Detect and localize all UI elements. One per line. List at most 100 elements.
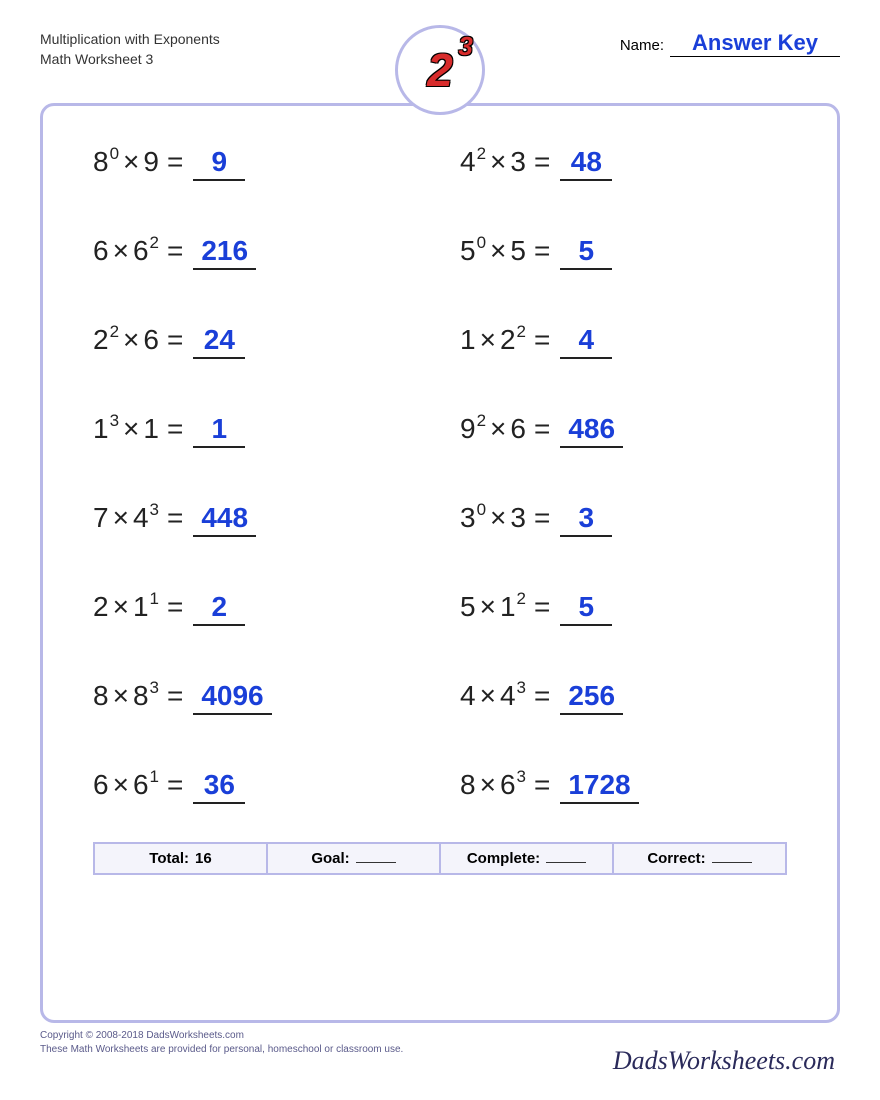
equals-sign: = xyxy=(167,502,183,534)
term-a: 7 xyxy=(93,502,109,534)
times-op: × xyxy=(123,413,139,445)
answer-value: 9 xyxy=(193,146,245,181)
complete-cell: Complete: xyxy=(441,844,614,873)
equals-sign: = xyxy=(534,680,550,712)
times-op: × xyxy=(113,680,129,712)
term-b: 43 xyxy=(133,502,159,534)
problem-row: 6×62= 216 xyxy=(93,235,420,270)
problems-grid: 80×9=942×3=486×62=21650×5=522×6=241×22=4… xyxy=(93,146,787,804)
problem-row: 1×22=4 xyxy=(460,324,787,359)
answer-value: 36 xyxy=(193,769,245,804)
times-op: × xyxy=(490,235,506,267)
equals-sign: = xyxy=(534,235,550,267)
equals-sign: = xyxy=(167,680,183,712)
term-b: 22 xyxy=(500,324,526,356)
total-value: 16 xyxy=(195,850,212,867)
problem-row: 80×9=9 xyxy=(93,146,420,181)
equals-sign: = xyxy=(534,146,550,178)
equals-sign: = xyxy=(167,591,183,623)
goal-cell: Goal: xyxy=(268,844,441,873)
problem-row: 30×3=3 xyxy=(460,502,787,537)
term-a: 4 xyxy=(460,680,476,712)
term-a: 42 xyxy=(460,146,486,178)
term-a: 6 xyxy=(93,235,109,267)
term-b: 6 xyxy=(143,324,159,356)
worksheet-body: 80×9=942×3=486×62=21650×5=522×6=241×22=4… xyxy=(40,103,840,1023)
equals-sign: = xyxy=(167,146,183,178)
problem-row: 42×3=48 xyxy=(460,146,787,181)
answer-value: 5 xyxy=(560,591,612,626)
equals-sign: = xyxy=(167,324,183,356)
term-a: 80 xyxy=(93,146,119,178)
term-a: 30 xyxy=(460,502,486,534)
term-a: 1 xyxy=(460,324,476,356)
complete-blank xyxy=(546,862,586,863)
answer-value: 1 xyxy=(193,413,245,448)
times-op: × xyxy=(480,324,496,356)
name-field-row: Name: Answer Key xyxy=(620,30,840,57)
problem-row: 6×61=36 xyxy=(93,769,420,804)
equals-sign: = xyxy=(167,413,183,445)
term-b: 62 xyxy=(133,235,159,267)
logo-exponent: 3 xyxy=(458,33,472,59)
equals-sign: = xyxy=(167,769,183,801)
equals-sign: = xyxy=(534,591,550,623)
answer-value: 2 xyxy=(193,591,245,626)
term-b: 61 xyxy=(133,769,159,801)
term-a: 5 xyxy=(460,591,476,623)
site-brand-logo: DadsWorksheets.com xyxy=(613,1046,835,1076)
answer-value: 216 xyxy=(193,235,256,270)
answer-value: 1728 xyxy=(560,769,638,804)
times-op: × xyxy=(490,413,506,445)
problem-row: 13×1=1 xyxy=(93,413,420,448)
problem-row: 4×43=256 xyxy=(460,680,787,715)
answer-value: 48 xyxy=(560,146,612,181)
times-op: × xyxy=(480,591,496,623)
times-op: × xyxy=(480,769,496,801)
goal-blank xyxy=(356,862,396,863)
problem-row: 50×5=5 xyxy=(460,235,787,270)
equals-sign: = xyxy=(534,413,550,445)
problem-row: 92×6=486 xyxy=(460,413,787,448)
term-b: 6 xyxy=(510,413,526,445)
answer-value: 448 xyxy=(193,502,256,537)
term-b: 83 xyxy=(133,680,159,712)
logo-base: 2 3 xyxy=(427,47,453,93)
title-line-1: Multiplication with Exponents xyxy=(40,30,220,50)
name-label: Name: xyxy=(620,37,664,54)
times-op: × xyxy=(123,324,139,356)
copyright-line-1: Copyright © 2008-2018 DadsWorksheets.com xyxy=(40,1029,840,1043)
times-op: × xyxy=(113,591,129,623)
term-a: 50 xyxy=(460,235,486,267)
name-value: Answer Key xyxy=(670,30,840,57)
times-op: × xyxy=(123,146,139,178)
term-a: 13 xyxy=(93,413,119,445)
answer-value: 3 xyxy=(560,502,612,537)
term-b: 63 xyxy=(500,769,526,801)
answer-value: 4096 xyxy=(193,680,271,715)
complete-label: Complete: xyxy=(467,850,540,867)
problem-row: 5×12=5 xyxy=(460,591,787,626)
answer-value: 5 xyxy=(560,235,612,270)
times-op: × xyxy=(480,680,496,712)
equals-sign: = xyxy=(167,235,183,267)
times-op: × xyxy=(113,502,129,534)
times-op: × xyxy=(113,235,129,267)
term-a: 8 xyxy=(93,680,109,712)
term-a: 2 xyxy=(93,591,109,623)
correct-label: Correct: xyxy=(647,850,705,867)
times-op: × xyxy=(113,769,129,801)
equals-sign: = xyxy=(534,324,550,356)
total-cell: Total: 16 xyxy=(95,844,268,873)
times-op: × xyxy=(490,502,506,534)
term-b: 5 xyxy=(510,235,526,267)
problem-row: 2×11=2 xyxy=(93,591,420,626)
term-b: 9 xyxy=(143,146,159,178)
term-a: 22 xyxy=(93,324,119,356)
score-table: Total: 16 Goal: Complete: Correct: xyxy=(93,842,787,875)
problem-row: 7×43= 448 xyxy=(93,502,420,537)
answer-value: 486 xyxy=(560,413,623,448)
term-a: 8 xyxy=(460,769,476,801)
term-b: 3 xyxy=(510,146,526,178)
term-b: 12 xyxy=(500,591,526,623)
